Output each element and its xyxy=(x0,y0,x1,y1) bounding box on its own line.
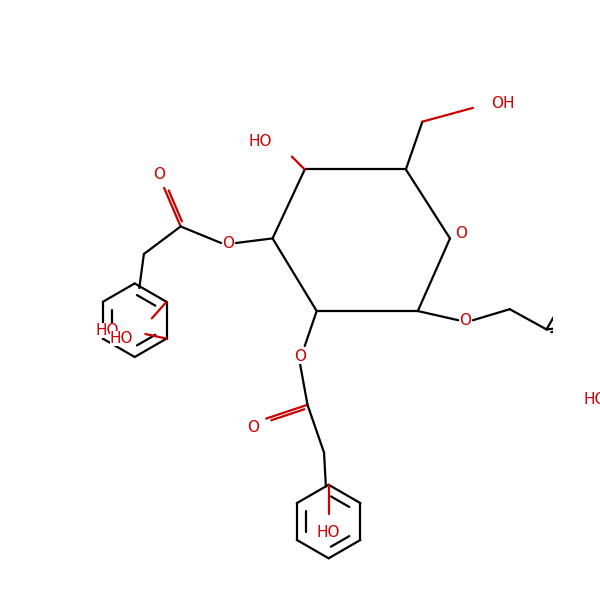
Text: O: O xyxy=(247,420,259,435)
Text: HO: HO xyxy=(583,392,600,407)
Text: O: O xyxy=(460,313,472,328)
Text: HO: HO xyxy=(317,525,340,540)
Text: HO: HO xyxy=(110,331,133,346)
Text: O: O xyxy=(455,226,467,241)
Text: O: O xyxy=(154,167,166,182)
Text: HO: HO xyxy=(95,323,119,338)
Text: O: O xyxy=(294,349,306,364)
Text: O: O xyxy=(223,236,235,251)
Text: HO: HO xyxy=(248,134,272,149)
Text: OH: OH xyxy=(491,96,515,111)
